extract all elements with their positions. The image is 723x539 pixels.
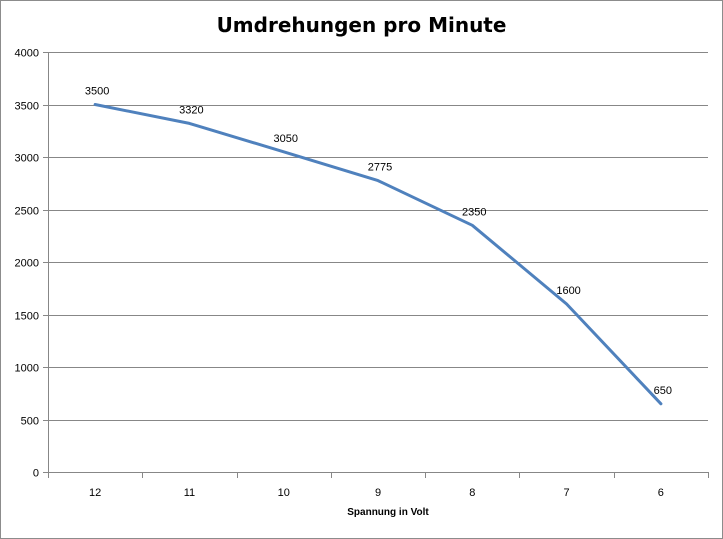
- y-tick-label: 4000: [15, 48, 39, 60]
- data-label: 3050: [273, 133, 297, 145]
- y-tick-label: 500: [21, 416, 39, 428]
- axes: [43, 52, 709, 478]
- y-tick-label: 1000: [15, 363, 39, 375]
- data-label: 2350: [462, 206, 486, 218]
- x-tick-label: 8: [469, 487, 475, 499]
- y-tick-label: 2000: [15, 258, 39, 270]
- data-label: 3500: [85, 86, 109, 98]
- y-tick-label: 0: [33, 468, 39, 480]
- y-tick-label: 2500: [15, 206, 39, 218]
- x-tick-label: 6: [658, 487, 664, 499]
- labels-layer: 0 500 1000 1500 2000 2500 3000 3500 4000 12 11 10 9 8…: [15, 48, 673, 519]
- y-tick-label: 3500: [15, 101, 39, 113]
- x-tick-label: 10: [278, 487, 290, 499]
- series-layer: [93, 103, 663, 406]
- data-label: 3320: [179, 104, 203, 116]
- gridlines: [48, 52, 708, 421]
- data-label: 650: [654, 385, 672, 397]
- x-axis-label: Spannung in Volt: [347, 507, 429, 518]
- x-tick-label: 11: [184, 487, 195, 499]
- x-tick-label: 12: [89, 487, 101, 499]
- y-tick-label: 3000: [15, 153, 39, 165]
- chart-title: Umdrehungen pro Minute: [216, 13, 507, 37]
- x-tick-label: 9: [375, 487, 381, 499]
- y-tick-label: 1500: [15, 311, 39, 323]
- data-label: 2775: [368, 162, 392, 174]
- data-label: 1600: [556, 285, 580, 297]
- x-tick-label: 7: [564, 487, 570, 499]
- series-line: [93, 103, 663, 406]
